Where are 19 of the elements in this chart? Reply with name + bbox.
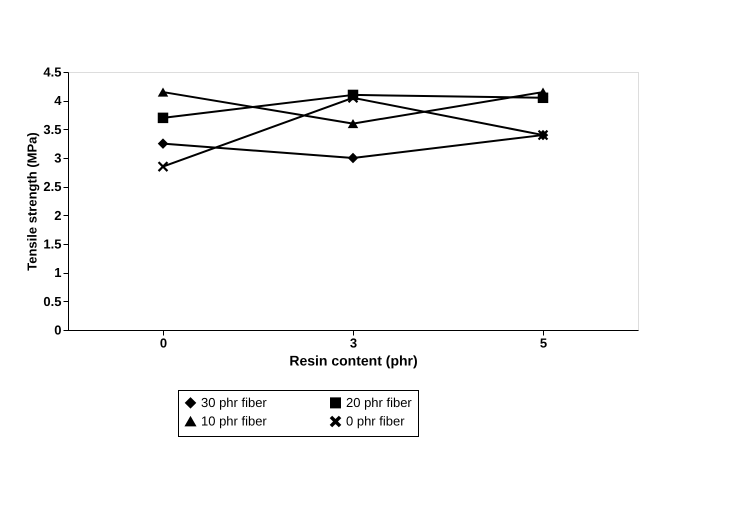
y-tick-label: 2.5 [43, 179, 62, 194]
y-tick-label: 1.5 [43, 236, 62, 252]
x-axis-title: Resin content (phr) [289, 352, 418, 368]
y-tick-label: 4.5 [43, 64, 62, 80]
y-tick-label: 0.5 [43, 294, 62, 309]
y-tick-label: 3.5 [43, 122, 62, 137]
legend-label: 30 phr fiber [201, 394, 268, 410]
x-tick-label: 0 [160, 336, 168, 350]
y-tick-label: 0 [54, 322, 62, 338]
legend-label: 20 phr fiber [346, 394, 412, 410]
x-tick-label: 3 [350, 336, 358, 350]
legend-label: 0 phr fiber [346, 414, 406, 428]
y-tick-label: 2 [54, 208, 62, 223]
x-tick-label: 5 [540, 336, 548, 350]
legend-label: 10 phr fiber [201, 414, 268, 428]
y-axis-title: Tensile strength (MPa) [24, 132, 40, 271]
y-tick-label: 3 [54, 150, 62, 166]
y-tick-label: 4 [54, 93, 62, 108]
y-tick-label: 1 [54, 265, 62, 280]
